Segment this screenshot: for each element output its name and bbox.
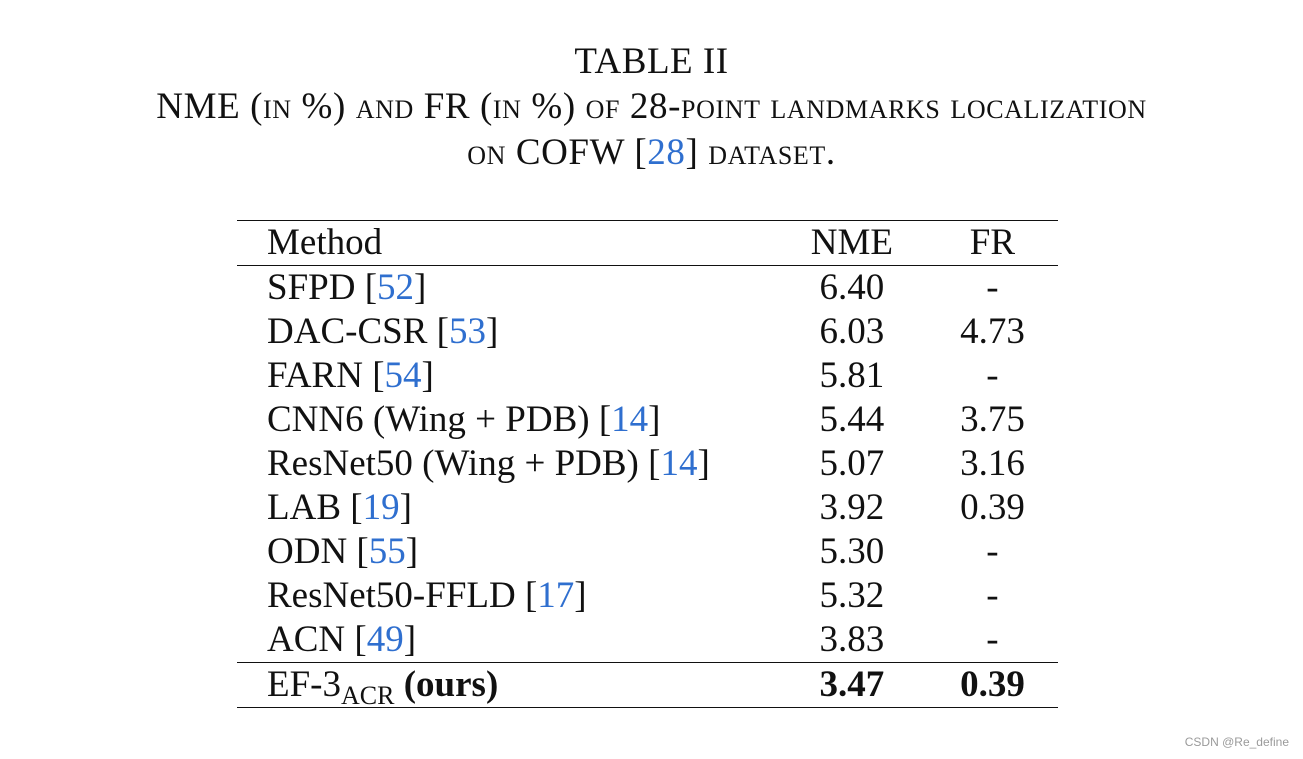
cell-method: LAB [19] xyxy=(237,486,777,530)
method-name: CNN6 (Wing + PDB) [ xyxy=(267,399,612,440)
citation-link[interactable]: 19 xyxy=(362,487,400,528)
table-row: FARN [54] 5.81 - xyxy=(237,354,1058,398)
cell-nme: 5.30 xyxy=(819,531,885,572)
method-name: ResNet50 (Wing + PDB) [ xyxy=(267,443,661,484)
table-row-ours: EF-3ACR (ours) 3.47 0.39 xyxy=(237,662,1058,710)
ours-method-base: EF-3 xyxy=(267,664,341,705)
citation-close: ] xyxy=(405,531,419,572)
cell-method: ODN [55] xyxy=(237,530,777,574)
cell-nme: 6.03 xyxy=(819,311,885,352)
table-caption: TABLE II NME (in %) and FR (in %) of 28-… xyxy=(0,40,1303,176)
cell-method: SFPD [52] xyxy=(237,266,777,311)
method-name: FARN [ xyxy=(267,355,385,396)
cell-fr: - xyxy=(986,355,999,396)
citation-close: ] xyxy=(697,443,710,484)
table-body: SFPD [52] 6.40- DAC-CSR [53] 6.03 4.73 FARN [… xyxy=(237,266,1058,710)
citation-link[interactable]: 54 xyxy=(384,355,422,396)
cell-method: FARN [54] xyxy=(237,354,777,398)
cell-nme: 5.81 xyxy=(819,355,885,396)
table-label: TABLE II xyxy=(574,41,729,82)
citation-link[interactable]: 52 xyxy=(377,267,415,308)
citation-close: ] xyxy=(421,355,434,396)
title-line-2-suffix: ] dataset. xyxy=(685,132,836,173)
citation-link[interactable]: 17 xyxy=(537,575,575,616)
cell-method: ResNet50 (Wing + PDB) [14] xyxy=(237,442,777,486)
table-row: CNN6 (Wing + PDB) [14] 5.44 3.75 xyxy=(237,398,1058,442)
cell-nme: 3.83 xyxy=(819,619,885,660)
citation-close: ] xyxy=(648,399,661,440)
method-name: ACN [ xyxy=(267,619,367,660)
citation-link[interactable]: 14 xyxy=(660,443,698,484)
table-title-line-1: NME (in %) and FR (in %) of 28-point lan… xyxy=(156,86,1147,127)
table-row: SFPD [52] 6.40 - xyxy=(237,266,1058,311)
cell-method: ResNet50-FFLD [17] xyxy=(237,574,777,618)
header-method: Method xyxy=(237,220,777,266)
watermark: CSDN @Re_define xyxy=(1184,735,1289,749)
table-row: DAC-CSR [53] 6.03 4.73 xyxy=(237,310,1058,354)
header-fr: FR xyxy=(926,220,1058,266)
cell-fr-ours: 0.39 xyxy=(926,662,1058,708)
cell-fr: - xyxy=(986,575,999,616)
table-row: ACN [49] 3.83 - xyxy=(237,618,1058,663)
cell-method-ours: EF-3ACR (ours) xyxy=(237,662,777,710)
cell-method: DAC-CSR [53] xyxy=(237,310,777,354)
citation-link[interactable]: 49 xyxy=(366,619,404,660)
cell-fr: - xyxy=(986,531,999,572)
cell-fr: - xyxy=(986,267,999,308)
title-line-2-prefix: on COFW [ xyxy=(467,132,648,173)
results-table: Method NME FR SFPD [52] 6.40- DAC-CSR [53]… xyxy=(237,220,1058,710)
citation-link[interactable]: 53 xyxy=(448,311,486,352)
citation-link[interactable]: 28 xyxy=(647,132,686,173)
method-name: LAB [ xyxy=(267,487,363,528)
table-title-line-2: on COFW [28] dataset. xyxy=(0,130,1303,176)
citation-link[interactable]: 55 xyxy=(368,531,406,572)
citation-close: ] xyxy=(414,267,427,308)
citation-close: ] xyxy=(399,487,412,528)
cell-nme: 5.07 xyxy=(819,443,885,484)
citation-close: ] xyxy=(485,311,499,352)
method-name: ResNet50-FFLD [ xyxy=(267,575,538,616)
cell-fr: 3.75 xyxy=(960,399,1025,440)
results-table-container: Method NME FR SFPD [52] 6.40- DAC-CSR [53]… xyxy=(237,220,1058,710)
cell-nme: 5.44 xyxy=(819,399,885,440)
cell-fr: 0.39 xyxy=(960,487,1025,528)
table-row: ResNet50 (Wing + PDB) [14] 5.07 3.16 xyxy=(237,442,1058,486)
table-title: NME (in %) and FR (in %) of 28-point lan… xyxy=(0,84,1303,176)
table-header-row: Method NME FR xyxy=(237,220,1058,266)
ours-method-subscript: ACR xyxy=(341,681,395,710)
method-name: SFPD [ xyxy=(267,267,378,308)
method-name: ODN [ xyxy=(267,531,369,572)
cell-nme-ours: 3.47 xyxy=(776,662,927,708)
cell-method: CNN6 (Wing + PDB) [14] xyxy=(237,398,777,442)
citation-link[interactable]: 14 xyxy=(611,399,649,440)
citation-close: ] xyxy=(574,575,587,616)
ours-tag: (ours) xyxy=(403,664,499,705)
citation-close: ] xyxy=(403,619,417,660)
table-row: ResNet50-FFLD [17] 5.32 - xyxy=(237,574,1058,618)
table-row: LAB [19] 3.92 0.39 xyxy=(237,486,1058,530)
cell-fr: 3.16 xyxy=(960,443,1025,484)
cell-fr: 4.73 xyxy=(960,311,1025,352)
cell-nme: 6.40 xyxy=(819,267,885,308)
table-row: ODN [55] 5.30 - xyxy=(237,530,1058,574)
header-nme: NME xyxy=(776,220,927,266)
cell-nme: 3.92 xyxy=(819,487,885,528)
cell-fr: - xyxy=(986,619,999,660)
cell-method: ACN [49] xyxy=(237,618,777,663)
method-name: DAC-CSR [ xyxy=(267,311,449,352)
cell-nme: 5.32 xyxy=(819,575,885,616)
